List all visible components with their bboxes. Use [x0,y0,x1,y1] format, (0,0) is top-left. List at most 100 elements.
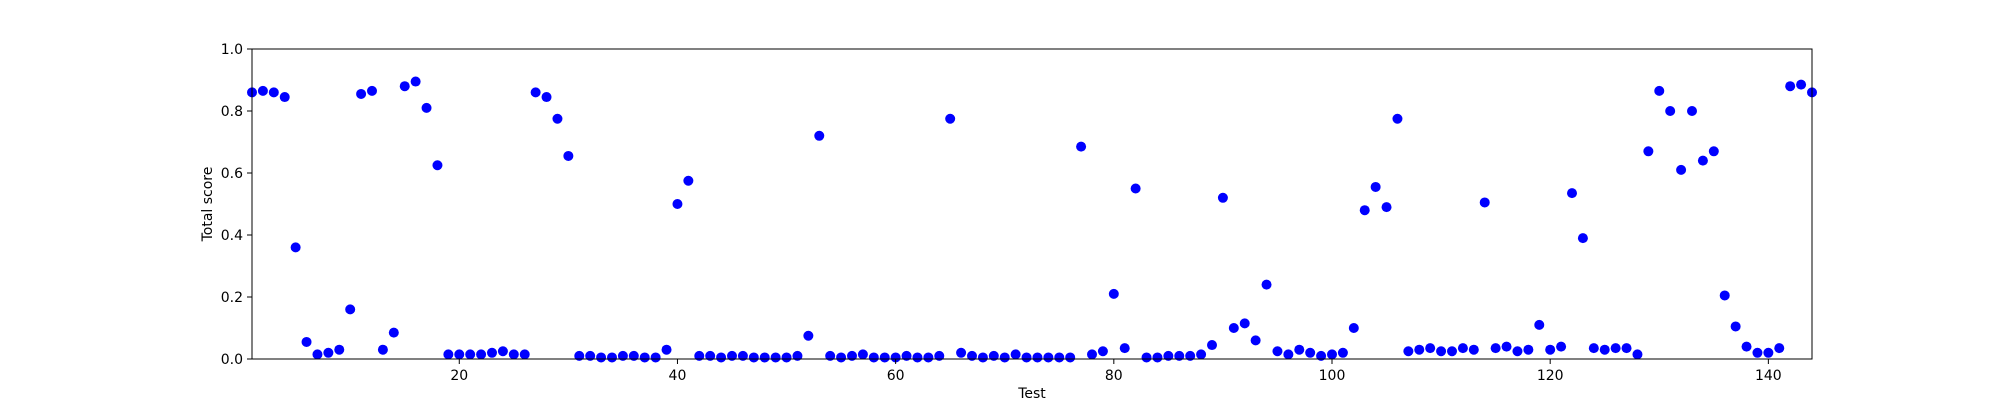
data-point [1752,347,1763,358]
data-point [552,113,563,124]
data-point [334,344,345,355]
data-point [1097,346,1108,357]
data-point [421,102,432,113]
data-point [1119,343,1130,354]
x-tick-label: 80 [1105,368,1123,384]
data-point [1010,349,1021,360]
data-point [388,327,399,338]
data-point [1021,352,1032,363]
data-point [323,347,334,358]
data-point [465,349,476,360]
data-point [1676,164,1687,175]
data-point [628,350,639,361]
data-point [814,130,825,141]
data-point [999,352,1010,363]
data-point [508,349,519,360]
data-point [1239,318,1250,329]
data-point [694,350,705,361]
data-point [967,350,977,361]
data-point [1261,279,1272,290]
data-point [301,336,312,347]
data-point [1228,323,1239,333]
data-point [759,352,770,363]
data-points [247,76,1817,363]
data-point [1687,106,1697,116]
y-tick-label: 0.6 [221,166,243,182]
data-point [1272,346,1283,357]
data-point [290,242,301,253]
data-point [803,330,814,341]
data-point [1381,202,1392,213]
data-point [672,199,683,209]
data-point [596,352,607,363]
data-point [1305,347,1316,358]
data-point [1457,343,1468,354]
data-point [399,81,410,92]
data-point [705,350,716,361]
data-point [1468,344,1479,355]
data-point [1730,321,1741,332]
data-point [1610,343,1621,354]
data-point [1719,290,1730,301]
data-point [1065,352,1076,363]
data-point [454,349,465,360]
data-point [443,349,454,360]
data-point [1141,352,1152,363]
x-axis-ticks: 20 40 60 80 100 120 140 [450,359,1782,384]
data-point [836,352,847,363]
data-point [410,76,421,87]
data-point [1534,319,1545,330]
data-point [1654,85,1665,96]
data-point [977,352,988,363]
data-point [1185,350,1196,361]
data-point [781,352,792,363]
x-tick-label: 140 [1755,368,1782,384]
data-point [1796,79,1807,90]
data-point [1697,155,1708,166]
data-point [487,347,497,358]
data-point [530,87,541,98]
y-tick-label: 0.2 [221,290,243,306]
data-point [1348,323,1359,333]
data-point [1763,347,1774,358]
data-point [988,350,999,361]
data-point [847,350,857,361]
data-point [1643,146,1654,157]
data-point [607,352,617,363]
data-point [1337,347,1348,358]
data-point [1032,352,1043,363]
y-axis-label: Total score [200,167,216,243]
data-point [1250,335,1261,346]
data-point [890,352,901,363]
data-point [1479,197,1490,208]
data-point [792,350,803,361]
x-tick-label: 20 [450,368,468,384]
data-point [716,352,727,363]
data-point [770,352,781,363]
data-point [1087,349,1097,360]
data-point [1523,344,1534,355]
data-point [1130,183,1141,194]
data-point [1741,341,1752,352]
data-point [367,85,377,96]
data-point [1327,349,1337,360]
data-point [1174,350,1185,361]
data-point [1490,343,1501,354]
data-point [1447,346,1457,357]
x-tick-label: 100 [1319,368,1346,384]
data-point [574,350,585,361]
data-point [1196,349,1207,360]
data-point [1665,106,1676,116]
data-point [639,352,650,363]
data-point [1567,188,1577,199]
data-point [563,150,574,161]
data-point [1370,181,1381,192]
data-point [1599,344,1610,355]
data-point [956,347,967,358]
data-point [1392,113,1403,124]
data-point [1359,205,1370,216]
data-point [1283,349,1294,360]
data-point [1076,141,1087,152]
data-point [857,349,868,360]
data-point [279,92,290,103]
